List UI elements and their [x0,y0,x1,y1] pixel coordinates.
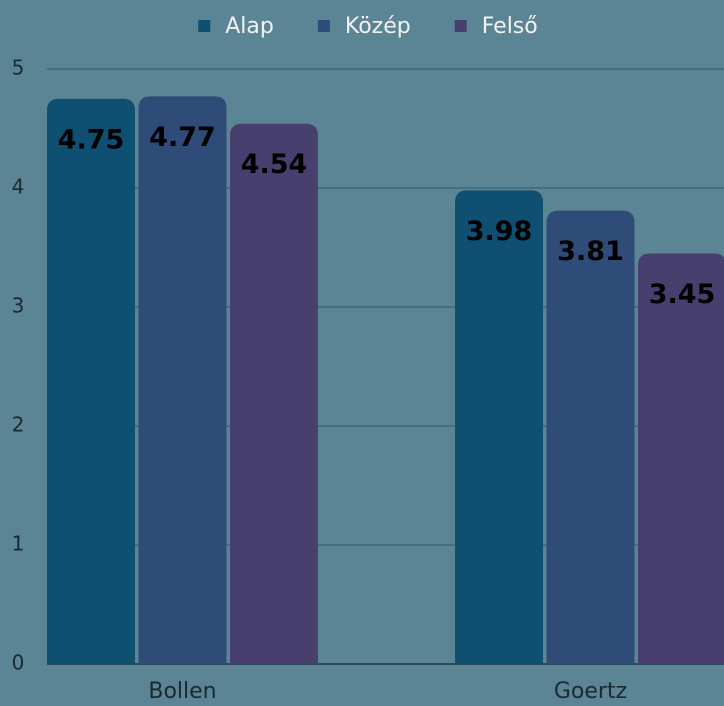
legend-swatch [198,20,211,32]
bar [138,96,227,665]
bar [47,98,135,664]
value-label: 3.81 [557,236,624,267]
bar [455,190,543,664]
x-tick-label: Goertz [554,679,627,704]
y-tick-label: 2 [12,413,25,437]
value-label: 4.75 [58,124,125,155]
y-tick-label: 1 [12,532,25,556]
y-tick-label: 3 [12,294,25,318]
value-label: 3.98 [466,216,533,247]
bar [546,210,635,665]
bar [230,123,318,665]
y-tick-label: 5 [12,56,25,80]
legend-label: Közép [345,14,411,39]
y-tick-label: 0 [12,651,25,675]
value-label: 3.45 [649,279,716,310]
value-label: 4.77 [149,122,216,153]
legend-swatch [454,20,467,32]
x-tick-label: Bollen [148,679,216,704]
y-tick-label: 4 [12,175,25,199]
legend-label: Felső [482,14,538,39]
legend-swatch [317,20,330,32]
legend-label: Alap [225,14,274,39]
value-label: 4.54 [241,149,308,180]
bar [638,253,724,664]
